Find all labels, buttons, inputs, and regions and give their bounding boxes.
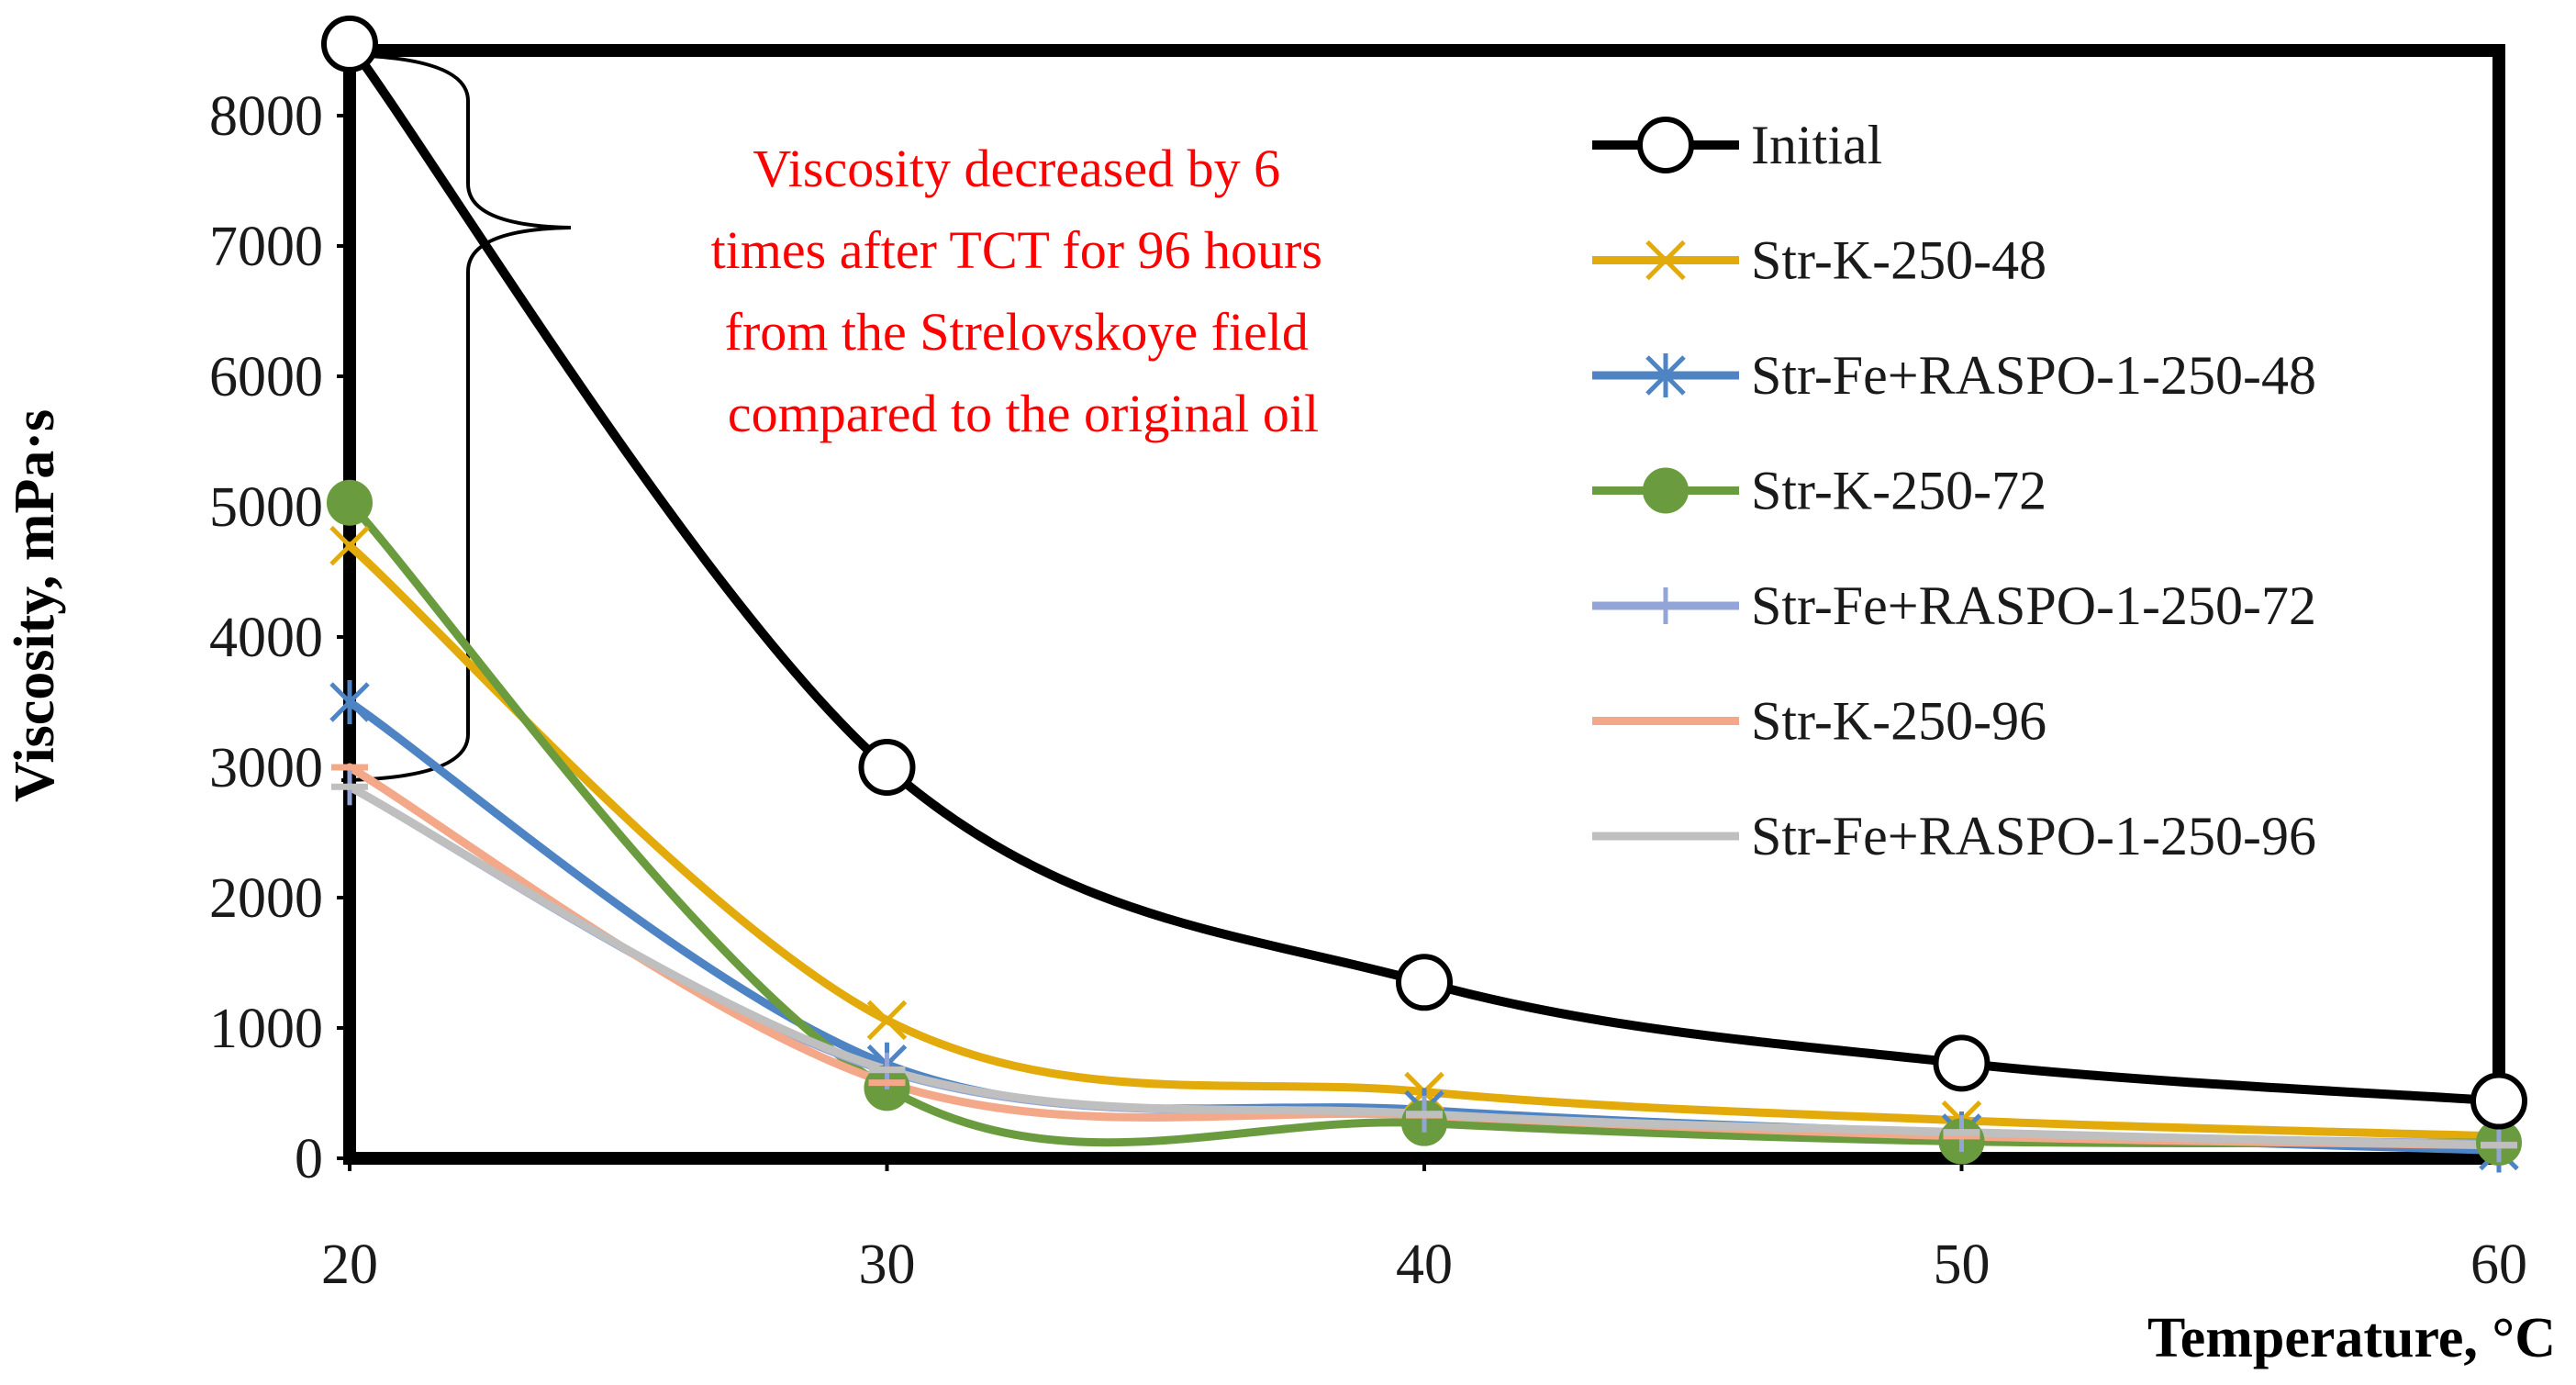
legend-item: Str-K-250-96	[1592, 691, 2046, 752]
legend-label: Str-K-250-96	[1751, 691, 2046, 752]
y-tick-label: 3000	[209, 737, 323, 799]
y-tick-label: 2000	[209, 867, 323, 930]
series-line	[345, 39, 2504, 1106]
data-point	[321, 15, 378, 73]
legend-label: Str-K-250-72	[1751, 461, 2046, 521]
legend-item: Str-Fe+RASPO-1-250-72	[1592, 575, 2316, 636]
data-point	[858, 739, 916, 796]
legend-marker	[1637, 117, 1694, 173]
y-tick-label: 6000	[209, 346, 323, 408]
legend: Initial Str-K-250-48 Str-Fe+RASPO-1-250-48…	[1592, 115, 2316, 866]
annotation-line-4: compared to the original oil	[728, 384, 1319, 443]
legend-marker	[1647, 587, 1684, 624]
y-tick-label: 8000	[209, 85, 323, 148]
legend-marker	[1645, 353, 1686, 397]
data-point	[1396, 954, 1453, 1011]
legend-label: Str-Fe+RASPO-1-250-72	[1751, 575, 2316, 636]
y-tick-label: 0	[295, 1128, 323, 1190]
annotation-line-2: times after TCT for 96 hours	[711, 220, 1322, 280]
series-line	[345, 542, 2504, 1141]
annotation-line-3: from the Strelovskoye field	[725, 302, 1309, 362]
x-tick-label: 20	[321, 1234, 378, 1296]
legend-marker	[1643, 467, 1689, 514]
series-markers	[321, 15, 2527, 1173]
y-tick-label: 4000	[209, 607, 323, 669]
brace-annotation	[340, 53, 572, 782]
annotation-line-1: Viscosity decreased by 6	[753, 139, 1280, 198]
data-point	[1933, 1034, 1991, 1092]
y-tick-label: 1000	[209, 998, 323, 1060]
legend-label: Str-K-250-48	[1751, 230, 2046, 291]
x-tick-label: 40	[1396, 1234, 1453, 1296]
legend-label: Str-Fe+RASPO-1-250-96	[1751, 806, 2316, 866]
x-tick-label: 50	[1934, 1234, 1991, 1296]
y-axis-title: Viscosity, mPa·s	[4, 409, 66, 802]
legend-item: Initial	[1592, 115, 1882, 175]
y-tick-label: 7000	[209, 216, 323, 278]
data-point	[327, 479, 373, 526]
data-point	[866, 1000, 908, 1041]
legend-item: Str-K-250-72	[1592, 461, 2046, 521]
series-lines	[345, 39, 2504, 1155]
y-tick-label: 5000	[209, 476, 323, 539]
x-axis-ticks: 20 30 40 50 60	[321, 1158, 2527, 1296]
x-tick-label: 60	[2470, 1234, 2527, 1296]
y-axis-ticks: 0 1000 2000 3000 4000 5000 6000 7000 8000	[209, 85, 350, 1190]
legend-item: Str-K-250-48	[1592, 230, 2046, 291]
legend-label: Str-Fe+RASPO-1-250-48	[1751, 345, 2316, 406]
data-point	[329, 680, 370, 724]
legend-marker	[1645, 240, 1686, 281]
annotation-text: Viscosity decreased by 6 times after TCT…	[711, 139, 1336, 443]
data-point	[2470, 1072, 2527, 1130]
x-tick-label: 30	[859, 1234, 916, 1296]
data-point	[329, 525, 370, 566]
legend-item: Str-Fe+RASPO-1-250-96	[1592, 806, 2316, 866]
x-axis-title: Temperature, °C	[2147, 1307, 2556, 1369]
legend-item: Str-Fe+RASPO-1-250-48	[1592, 345, 2316, 406]
legend-label: Initial	[1751, 115, 1882, 175]
